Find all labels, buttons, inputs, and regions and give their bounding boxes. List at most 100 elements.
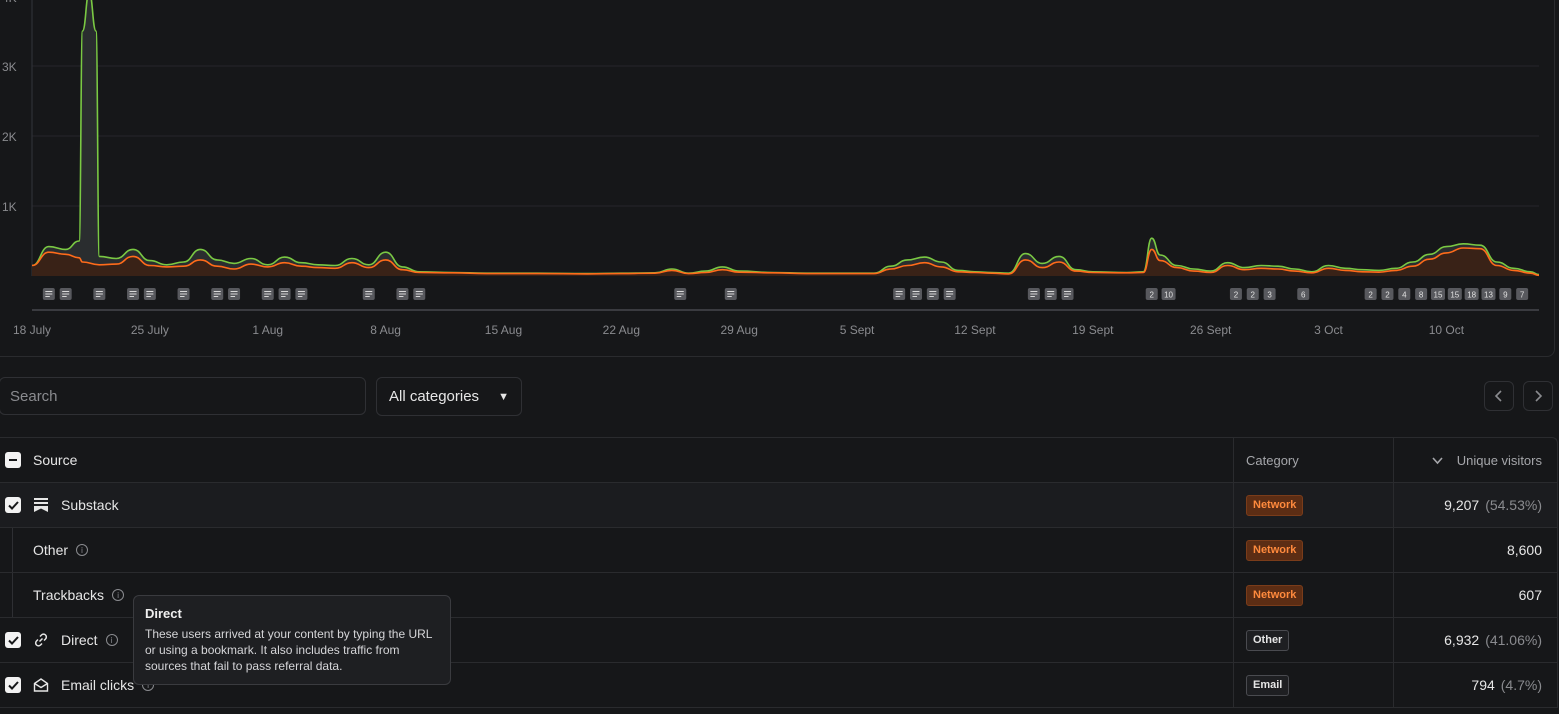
- visitor-count: 9,207: [1444, 497, 1480, 513]
- category-select[interactable]: All categories ▼: [376, 377, 522, 416]
- x-tick-label: 29 Aug: [720, 323, 758, 337]
- post-annotation-marker[interactable]: [143, 288, 156, 300]
- post-annotation-marker[interactable]: 8: [1415, 288, 1428, 300]
- post-annotation-marker[interactable]: [893, 288, 906, 300]
- source-column-header[interactable]: Source: [33, 452, 78, 468]
- sort-descending-icon[interactable]: [1432, 452, 1443, 468]
- direct-info-tooltip: Direct These users arrived at your conte…: [133, 595, 451, 685]
- row-checkbox[interactable]: [5, 497, 21, 513]
- source-label: Other: [33, 542, 69, 558]
- post-annotation-marker[interactable]: [93, 288, 106, 300]
- svg-text:2: 2: [1368, 291, 1373, 300]
- post-annotation-marker[interactable]: 2: [1246, 288, 1259, 300]
- sources-table: Source Category Unique visitors Substack…: [0, 437, 1558, 708]
- post-annotation-marker[interactable]: [127, 288, 140, 300]
- info-icon[interactable]: i: [112, 589, 125, 601]
- post-annotation-marker[interactable]: [177, 288, 190, 300]
- row-checkbox[interactable]: [5, 632, 21, 648]
- post-annotation-marker[interactable]: 18: [1464, 288, 1479, 300]
- post-annotation-marker[interactable]: [1061, 288, 1074, 300]
- post-annotation-marker[interactable]: 2: [1364, 288, 1377, 300]
- post-annotation-marker[interactable]: 3: [1263, 288, 1276, 300]
- table-row-substack[interactable]: Substack Network 9,207 (54.53%): [0, 483, 1557, 528]
- post-annotation-marker[interactable]: 15: [1447, 288, 1462, 300]
- y-tick-2k: 2K: [2, 130, 17, 144]
- visitor-percent: (41.06%): [1485, 632, 1542, 648]
- x-tick-label: 18 July: [12, 323, 52, 337]
- y-tick-1k: 1K: [2, 200, 17, 214]
- source-label: Substack: [61, 497, 119, 513]
- source-label: Direct: [61, 632, 98, 648]
- post-annotation-marker[interactable]: 13: [1481, 288, 1496, 300]
- unique-visitors-column-header[interactable]: Unique visitors: [1456, 452, 1542, 468]
- visitor-count: 8,600: [1506, 542, 1542, 558]
- visitor-count: 6,932: [1444, 632, 1480, 648]
- post-annotation-marker[interactable]: [1044, 288, 1057, 300]
- envelope-open-icon: [33, 677, 49, 693]
- category-badge: Network: [1246, 539, 1304, 561]
- svg-text:13: 13: [1484, 291, 1493, 300]
- post-annotation-marker[interactable]: 2: [1229, 288, 1242, 300]
- info-icon[interactable]: i: [76, 544, 89, 556]
- svg-text:7: 7: [1520, 291, 1525, 300]
- post-annotation-marker[interactable]: 15: [1430, 288, 1445, 300]
- post-annotation-marker[interactable]: 2: [1145, 288, 1158, 300]
- category-column-header[interactable]: Category: [1246, 452, 1299, 468]
- post-annotation-marker[interactable]: 2: [1381, 288, 1394, 300]
- post-annotation-marker[interactable]: [362, 288, 375, 300]
- x-tick-label: 19 Sept: [1072, 323, 1114, 337]
- post-annotation-marker[interactable]: 9: [1499, 288, 1512, 300]
- source-label: Trackbacks: [33, 587, 105, 603]
- visitor-count: 607: [1518, 587, 1542, 603]
- svg-text:3: 3: [1267, 291, 1272, 300]
- substack-icon: [33, 497, 49, 513]
- select-all-checkbox[interactable]: [5, 452, 21, 468]
- table-toolbar: All categories ▼: [0, 377, 1559, 417]
- post-annotation-marker[interactable]: [261, 288, 274, 300]
- post-annotation-marker[interactable]: [59, 288, 72, 300]
- traffic-chart-panel: 2 10 2 2 3 6 2 2 4 8 15 15 18 13 9 7 4K 3K 2K 1K 18 Jul…: [0, 0, 1555, 357]
- post-annotation-marker[interactable]: 7: [1516, 288, 1529, 300]
- table-header-row: Source Category Unique visitors: [0, 438, 1557, 483]
- post-annotation-marker[interactable]: [926, 288, 939, 300]
- post-annotation-marker[interactable]: [413, 288, 426, 300]
- y-tick-4k: 4K: [2, 0, 17, 5]
- svg-text:18: 18: [1467, 291, 1476, 300]
- post-annotation-marker[interactable]: [278, 288, 291, 300]
- post-annotation-marker[interactable]: [943, 288, 956, 300]
- post-annotation-marker[interactable]: [228, 288, 241, 300]
- x-tick-label: 8 Aug: [370, 323, 401, 337]
- search-input[interactable]: [0, 377, 366, 415]
- svg-text:15: 15: [1434, 291, 1443, 300]
- svg-text:4: 4: [1402, 291, 1407, 300]
- y-tick-3k: 3K: [2, 60, 17, 74]
- post-annotation-marker[interactable]: [674, 288, 687, 300]
- table-row-other[interactable]: Other i Network 8,600: [0, 528, 1557, 573]
- x-tick-label: 5 Sept: [839, 323, 875, 337]
- post-annotation-marker[interactable]: 10: [1161, 288, 1176, 300]
- previous-page-button[interactable]: [1484, 381, 1514, 411]
- table-row-direct[interactable]: Direct i Other 6,932 (41.06%): [0, 618, 1557, 663]
- x-tick-label: 3 Oct: [1314, 323, 1343, 337]
- x-tick-label: 1 Aug: [252, 323, 284, 337]
- x-tick-label: 26 Sept: [1189, 323, 1232, 337]
- table-row-email-clicks[interactable]: Email clicks i Email 794 (4.7%): [0, 663, 1557, 708]
- table-row-trackbacks[interactable]: Trackbacks i Network 607: [0, 573, 1557, 618]
- category-badge: Email: [1246, 674, 1290, 696]
- post-annotation-marker[interactable]: [909, 288, 922, 300]
- tree-indent-line: [12, 528, 13, 572]
- post-annotation-marker[interactable]: 4: [1398, 288, 1411, 300]
- post-annotation-marker[interactable]: 6: [1297, 288, 1310, 300]
- post-annotation-marker[interactable]: [724, 288, 737, 300]
- post-annotation-marker[interactable]: [211, 288, 224, 300]
- post-annotation-marker[interactable]: [1027, 288, 1040, 300]
- post-annotation-marker[interactable]: [396, 288, 409, 300]
- info-icon[interactable]: i: [105, 634, 118, 646]
- post-annotation-marker[interactable]: [295, 288, 308, 300]
- series-line-0: [31, 0, 1540, 276]
- x-tick-label: 25 July: [130, 323, 169, 337]
- next-page-button[interactable]: [1523, 381, 1553, 411]
- post-annotation-marker[interactable]: [42, 288, 55, 300]
- row-checkbox[interactable]: [5, 677, 21, 693]
- svg-text:10: 10: [1164, 291, 1173, 300]
